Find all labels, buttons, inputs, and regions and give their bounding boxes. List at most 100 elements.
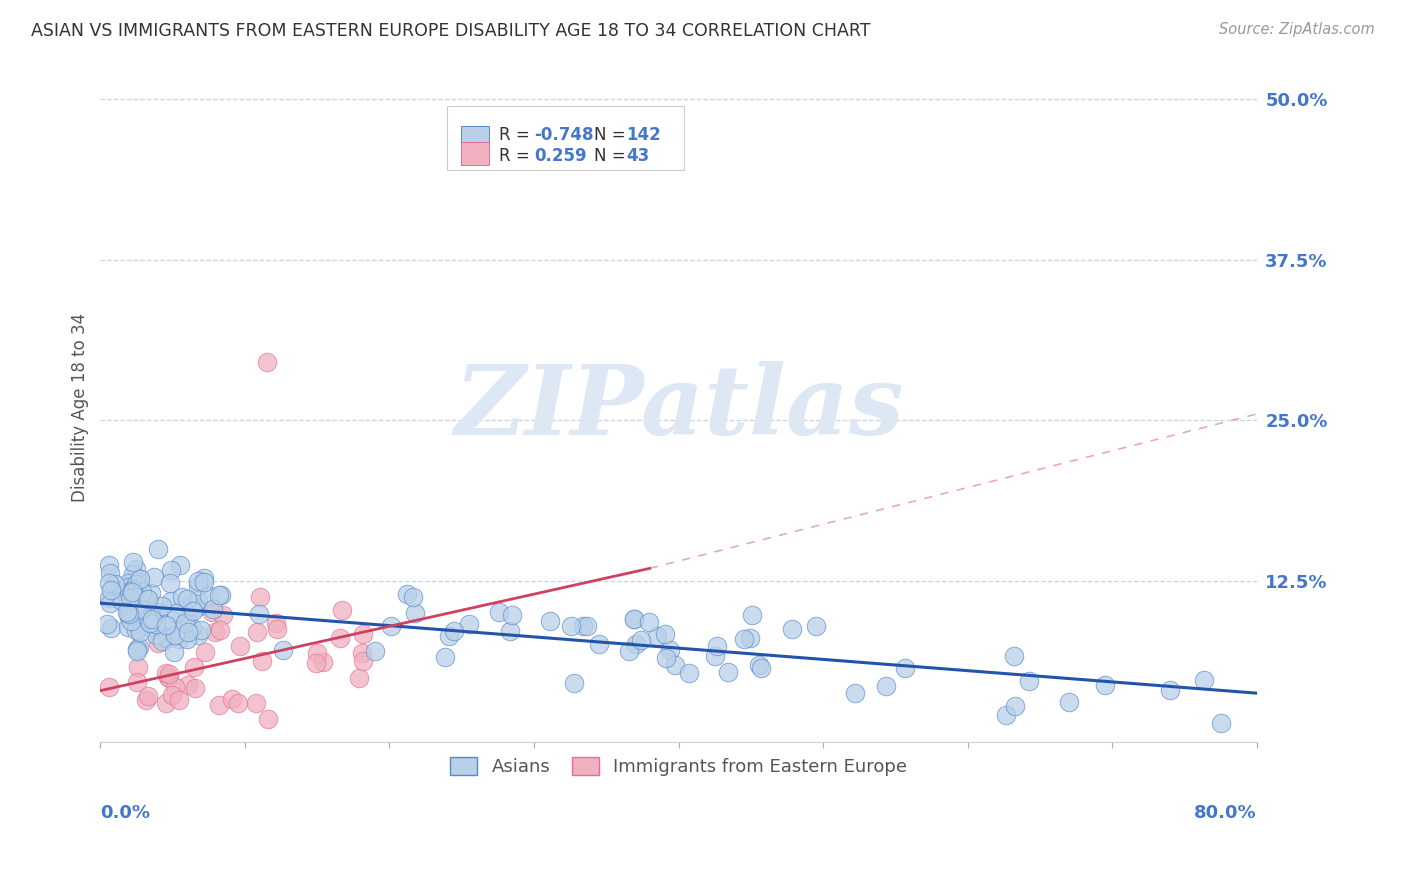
Point: [208, 698, 231, 712]
Y-axis label: Disability Age 18 to 34: Disability Age 18 to 34: [72, 313, 89, 502]
Point: [748, 658, 770, 673]
Point: [1018, 673, 1040, 688]
Point: [1004, 699, 1026, 714]
Point: [204, 625, 226, 640]
Point: [150, 634, 173, 648]
Point: [159, 576, 181, 591]
Point: [995, 707, 1018, 722]
Point: [443, 624, 465, 639]
Point: [155, 666, 177, 681]
Point: [499, 624, 522, 638]
Point: [118, 609, 141, 624]
Point: [717, 665, 740, 680]
Point: [120, 591, 142, 606]
Point: [347, 671, 370, 685]
Point: [588, 637, 610, 651]
Point: [104, 576, 127, 591]
Point: [305, 656, 328, 670]
Point: [664, 658, 686, 673]
Text: 142: 142: [627, 127, 661, 145]
Text: N =: N =: [595, 127, 631, 145]
Point: [190, 623, 212, 637]
Point: [157, 672, 180, 686]
Point: [122, 567, 145, 582]
Point: [193, 571, 215, 585]
Point: [623, 611, 645, 625]
Point: [437, 629, 460, 643]
Point: [249, 591, 271, 605]
Point: [352, 654, 374, 668]
Point: [146, 636, 169, 650]
Point: [162, 645, 184, 659]
Point: [181, 604, 204, 618]
Point: [156, 669, 179, 683]
Point: [654, 651, 676, 665]
Point: [330, 603, 353, 617]
Point: [183, 660, 205, 674]
Point: [128, 603, 150, 617]
Text: N =: N =: [595, 147, 631, 165]
Point: [156, 632, 179, 646]
Point: [127, 659, 149, 673]
Point: [329, 632, 352, 646]
Point: [121, 585, 143, 599]
Point: [875, 679, 897, 693]
Point: [209, 588, 232, 602]
Point: [96, 617, 118, 632]
Point: [98, 566, 121, 581]
Point: [187, 579, 209, 593]
Text: R =: R =: [499, 147, 541, 165]
Point: [124, 562, 146, 576]
Point: [245, 697, 267, 711]
Point: [1094, 678, 1116, 692]
Point: [136, 690, 159, 704]
Point: [146, 542, 169, 557]
Point: [575, 619, 598, 633]
Point: [138, 620, 160, 634]
Point: [169, 558, 191, 573]
Point: [100, 621, 122, 635]
Text: ZIPatlas: ZIPatlas: [454, 360, 904, 455]
Point: [97, 558, 120, 572]
Point: [145, 628, 167, 642]
Point: [572, 619, 595, 633]
Point: [1159, 682, 1181, 697]
Point: [363, 644, 385, 658]
Point: [1194, 673, 1216, 688]
Point: [619, 644, 641, 658]
Point: [173, 615, 195, 630]
Point: [562, 676, 585, 690]
Point: [132, 602, 155, 616]
Point: [624, 637, 647, 651]
Point: [257, 712, 280, 726]
Point: [159, 563, 181, 577]
Point: [201, 605, 224, 619]
Point: [97, 591, 120, 605]
Point: [98, 596, 121, 610]
Point: [128, 572, 150, 586]
Point: [177, 625, 200, 640]
Point: [706, 639, 728, 653]
Point: [1002, 648, 1025, 663]
Point: [733, 632, 755, 647]
Text: R =: R =: [499, 127, 536, 145]
Point: [264, 616, 287, 631]
Point: [176, 610, 198, 624]
Point: [305, 646, 328, 660]
Point: [117, 580, 139, 594]
FancyBboxPatch shape: [461, 126, 489, 148]
Point: [211, 607, 233, 622]
Text: Source: ZipAtlas.com: Source: ZipAtlas.com: [1219, 22, 1375, 37]
Point: [630, 632, 652, 647]
Point: [395, 587, 418, 601]
Text: -0.748: -0.748: [534, 127, 593, 145]
Point: [128, 640, 150, 655]
Point: [654, 627, 676, 641]
Point: [266, 623, 288, 637]
Text: 80.0%: 80.0%: [1194, 804, 1257, 822]
Point: [645, 629, 668, 643]
Point: [380, 619, 402, 633]
Point: [187, 593, 209, 607]
Point: [108, 591, 131, 606]
Point: [256, 355, 278, 369]
